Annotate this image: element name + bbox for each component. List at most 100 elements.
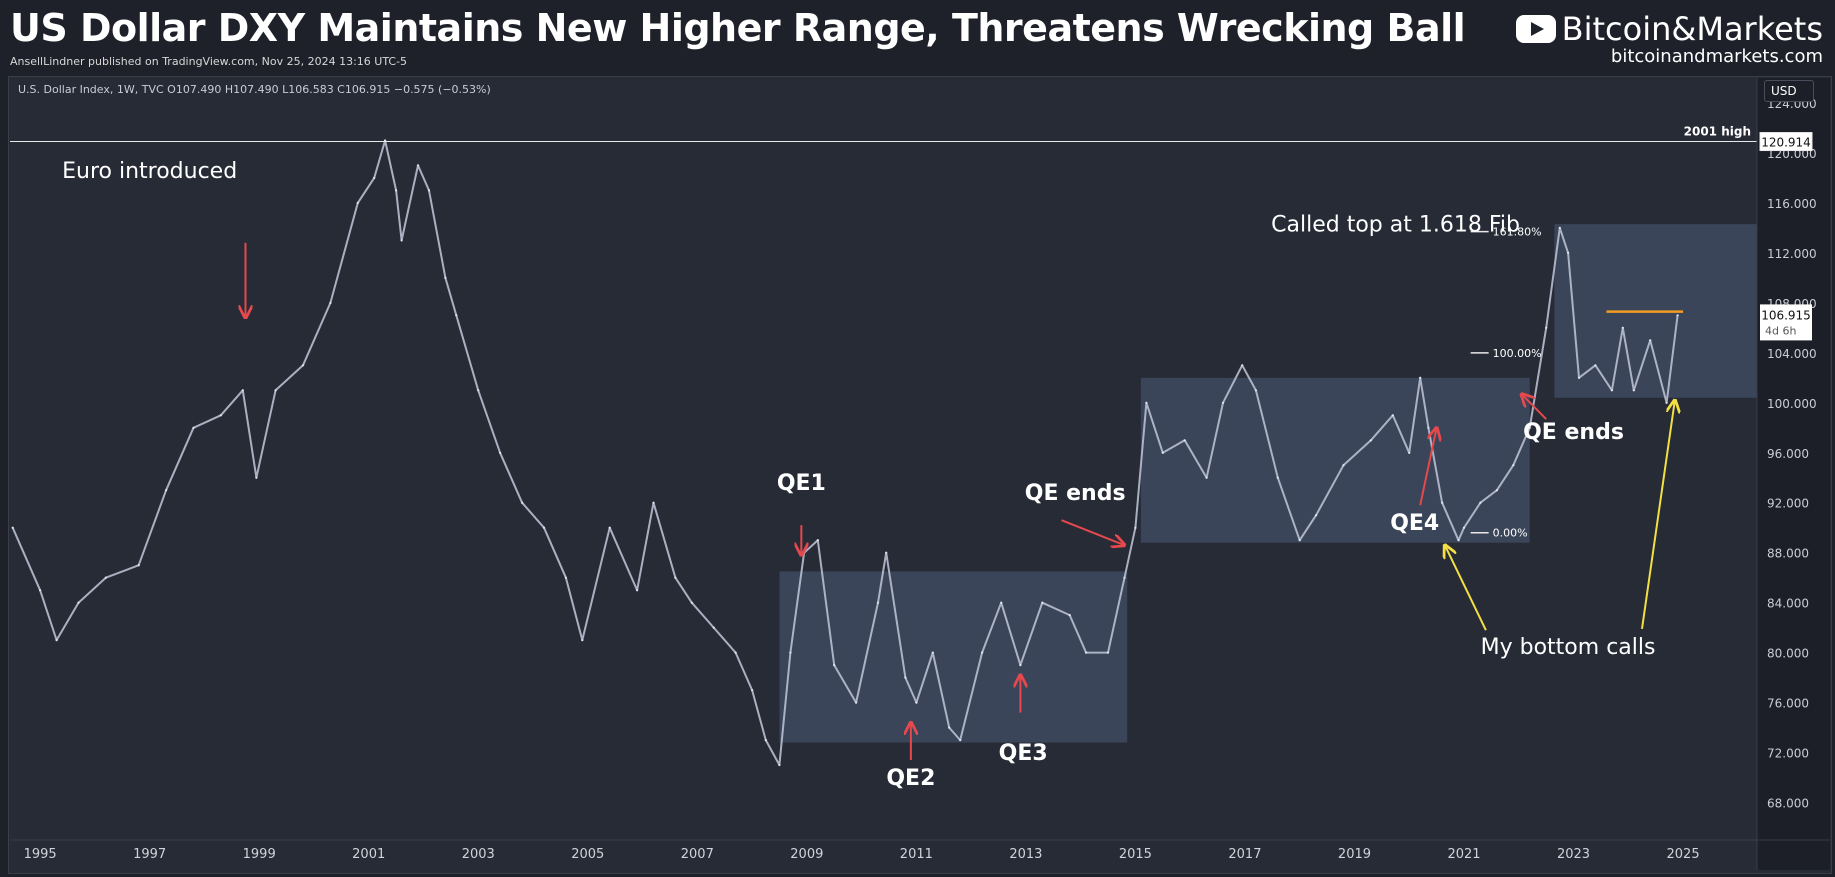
- price-point: [1019, 664, 1022, 667]
- price-point: [581, 639, 584, 642]
- brand-url[interactable]: bitcoinandmarkets.com: [1610, 46, 1823, 67]
- x-tick-2003: 2003: [462, 847, 495, 862]
- price-point: [904, 676, 907, 679]
- price-point: [1391, 414, 1394, 417]
- y-tick-92.000: 92.000: [1767, 497, 1809, 511]
- fib-label-1: 161.80%: [1493, 226, 1542, 239]
- price-point: [1610, 389, 1613, 392]
- x-tick-2025: 2025: [1667, 847, 1700, 862]
- current-price-tag: [1760, 304, 1812, 341]
- price-point: [329, 301, 332, 304]
- price-point: [915, 701, 918, 704]
- price-point: [400, 239, 403, 242]
- x-tick-2023: 2023: [1557, 847, 1590, 862]
- annotation-label-1: Euro introduced: [62, 159, 237, 184]
- symbol-name: U.S. Dollar Index, 1W, TVC: [18, 83, 164, 96]
- price-point: [1315, 514, 1318, 517]
- annotation-label-6: QE4: [1390, 511, 1439, 536]
- y-tick-68.000: 68.000: [1767, 797, 1809, 811]
- annotation-label-4: QE3: [999, 741, 1048, 766]
- price-point: [55, 639, 58, 642]
- price-point: [356, 201, 359, 204]
- price-point: [959, 739, 962, 742]
- y-tick-76.000: 76.000: [1767, 697, 1809, 711]
- range-zone-1: [779, 571, 1128, 743]
- price-point: [981, 651, 984, 654]
- price-point: [1649, 339, 1652, 342]
- price-point: [1276, 476, 1279, 479]
- price-point: [274, 389, 277, 392]
- price-point: [1457, 539, 1460, 542]
- price-point: [1183, 439, 1186, 442]
- price-point: [1000, 601, 1003, 604]
- price-point: [751, 689, 754, 692]
- publish-byline: AnsellLindner published on TradingView.c…: [10, 55, 408, 68]
- x-tick-1995: 1995: [24, 847, 57, 862]
- price-axis-panel: [1757, 78, 1830, 870]
- x-tick-1997: 1997: [133, 847, 166, 862]
- x-tick-2007: 2007: [681, 847, 714, 862]
- price-point: [192, 426, 195, 429]
- price-point: [427, 189, 431, 192]
- price-point: [1134, 526, 1137, 529]
- x-tick-2009: 2009: [790, 847, 823, 862]
- currency-selector[interactable]: USD: [1764, 80, 1814, 102]
- symbol-ohlc: O107.490 H107.490 L106.583 C106.915 −0.5…: [167, 83, 491, 96]
- price-point: [1479, 501, 1482, 504]
- price-point: [255, 476, 258, 479]
- x-tick-2019: 2019: [1338, 847, 1371, 862]
- price-point: [734, 651, 737, 654]
- price-point: [885, 551, 888, 554]
- high-line-label: 2001 high: [1684, 125, 1751, 139]
- price-point: [1221, 401, 1225, 404]
- price-point: [477, 389, 480, 392]
- price-point: [165, 489, 168, 492]
- price-point: [876, 601, 880, 604]
- price-point: [1106, 651, 1110, 654]
- youtube-icon: [1515, 15, 1556, 43]
- y-tick-72.000: 72.000: [1767, 747, 1809, 761]
- price-point: [764, 739, 767, 742]
- annotation-arrow-qe4: [1419, 428, 1436, 506]
- price-point: [789, 651, 792, 654]
- price-point: [712, 626, 715, 629]
- price-point: [241, 389, 244, 392]
- price-point: [104, 576, 107, 579]
- y-tick-116.000: 116.000: [1767, 197, 1817, 211]
- price-point: [803, 551, 806, 554]
- x-tick-2011: 2011: [900, 847, 933, 862]
- price-point: [1369, 439, 1372, 442]
- price-point: [1512, 464, 1515, 467]
- brand-logo[interactable]: Bitcoin&Markets bitcoinandmarkets.com: [1503, 10, 1823, 70]
- symbol-legend: U.S. Dollar Index, 1W, TVC O107.490 H107…: [18, 83, 491, 96]
- price-point: [1621, 326, 1624, 329]
- price-point: [1495, 489, 1498, 492]
- x-tick-2005: 2005: [571, 847, 604, 862]
- price-point: [542, 526, 546, 529]
- price-point: [1342, 464, 1345, 467]
- price-point: [636, 589, 639, 592]
- fib-label-2: 100.00%: [1493, 347, 1542, 360]
- price-point: [499, 451, 502, 454]
- price-point: [778, 763, 781, 767]
- price-point: [1528, 426, 1531, 429]
- price-point: [855, 701, 858, 704]
- annotation-label-3: QE2: [886, 766, 935, 791]
- price-point: [1254, 389, 1257, 392]
- price-point: [1161, 451, 1164, 454]
- candle-countdown-text: 4d 6h: [1765, 324, 1796, 337]
- price-point: [1205, 476, 1208, 479]
- price-point: [1041, 601, 1044, 604]
- high-value-text: 120.914: [1761, 136, 1811, 150]
- price-point: [1145, 401, 1148, 404]
- price-point: [137, 564, 140, 567]
- x-tick-2021: 2021: [1447, 847, 1480, 862]
- price-point: [219, 414, 222, 417]
- price-point: [931, 651, 934, 654]
- x-tick-1999: 1999: [243, 847, 276, 862]
- price-point: [1632, 389, 1635, 392]
- price-point: [1665, 401, 1668, 404]
- price-point: [444, 276, 447, 279]
- price-point: [1441, 501, 1444, 504]
